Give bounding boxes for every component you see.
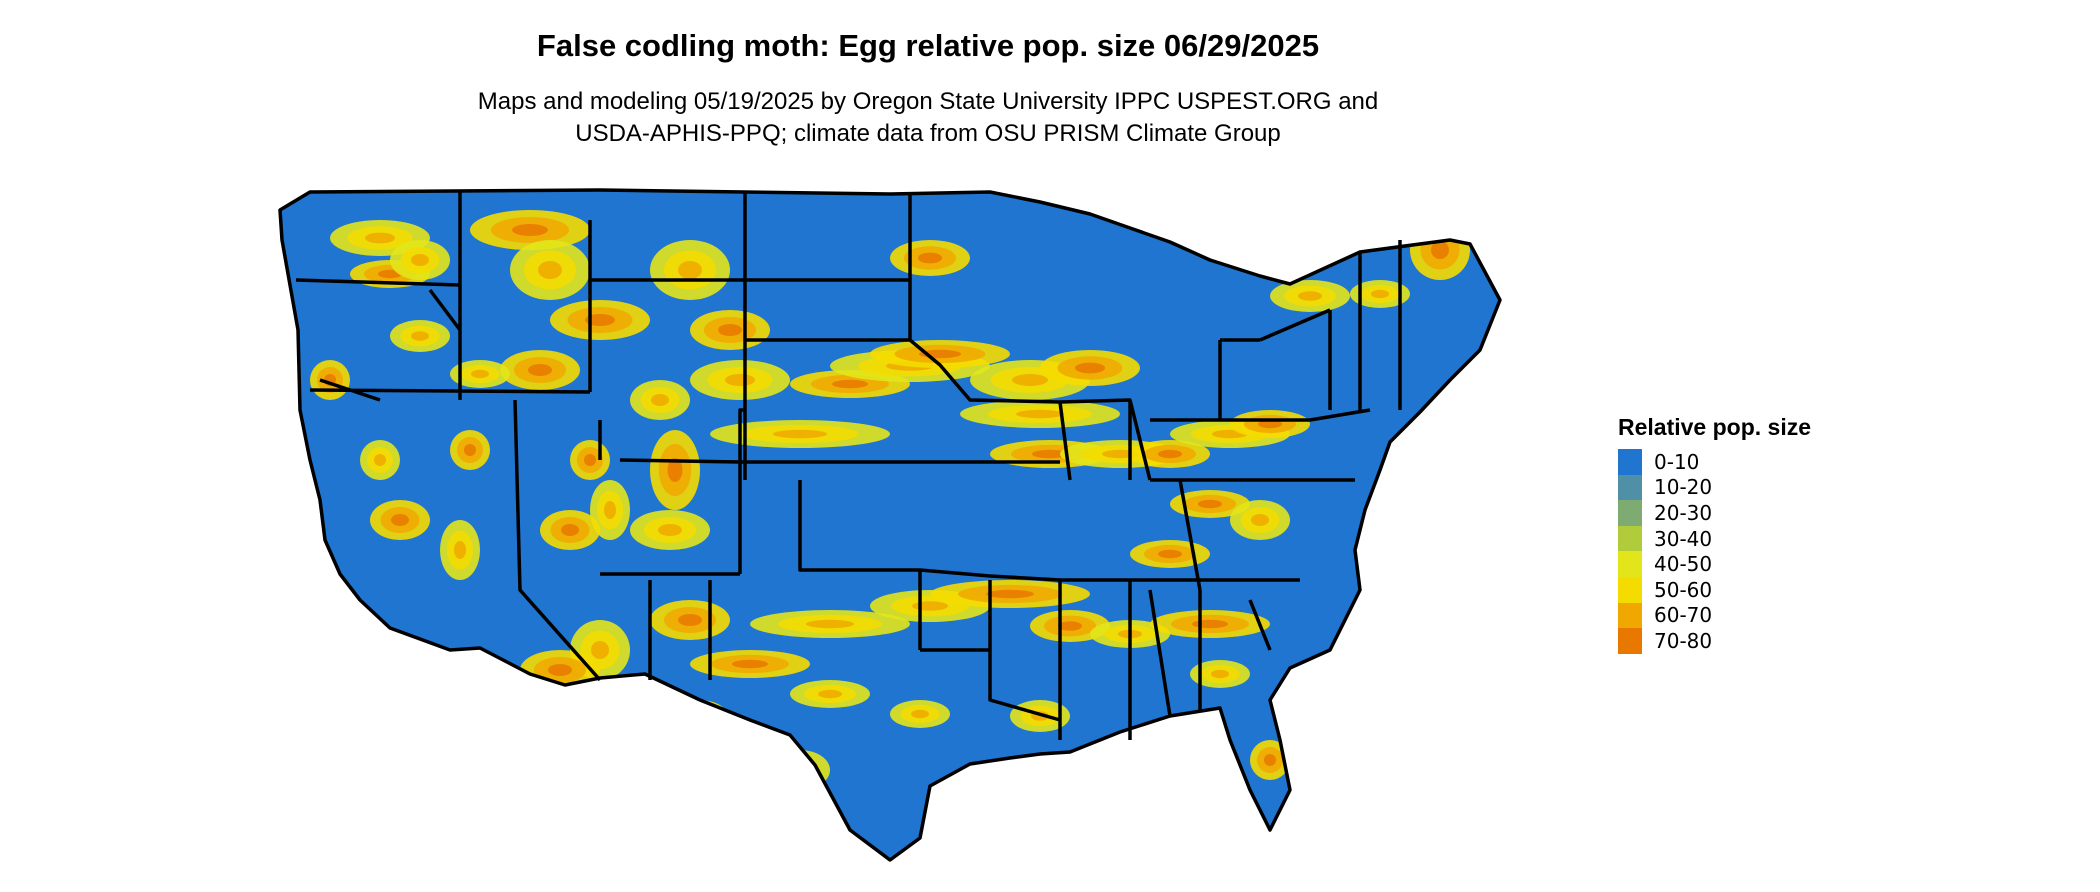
hotspot — [584, 454, 596, 466]
hotspot — [1016, 409, 1064, 419]
hotspot — [678, 261, 702, 279]
legend-label: 30-40 — [1654, 526, 1713, 551]
hotspot — [411, 254, 429, 266]
hotspot — [1012, 374, 1048, 386]
hotspot — [1198, 499, 1222, 509]
hotspot — [591, 641, 609, 659]
central-lines — [738, 192, 1072, 740]
state-borders — [278, 188, 1502, 862]
subtitle-line-2: USDA-APHIS-PPQ; climate data from OSU PR… — [575, 120, 1281, 147]
hotspot — [1371, 289, 1389, 299]
legend-item: 30-40 — [1618, 525, 1811, 552]
legend-swatch — [1618, 500, 1642, 526]
hotspot — [670, 700, 730, 740]
legend-swatch — [1618, 628, 1642, 654]
hotspot — [528, 364, 552, 376]
legend-item: 0-10 — [1618, 449, 1811, 475]
hotspot — [1158, 449, 1182, 459]
hotspot — [791, 764, 809, 776]
hotspot — [1264, 754, 1276, 766]
legend-swatch — [1618, 449, 1642, 475]
legend-label: 70-80 — [1654, 628, 1713, 653]
hotspot — [658, 524, 682, 536]
hotspot — [538, 261, 562, 279]
map-title: False codling moth: Egg relative pop. si… — [536, 28, 1320, 63]
hotspot — [585, 314, 615, 326]
hotspot — [1251, 514, 1269, 526]
hotspot — [680, 707, 720, 733]
hotspot — [512, 224, 548, 236]
hotspot — [804, 814, 816, 826]
legend-item: 40-50 — [1618, 551, 1811, 577]
hotspot — [678, 614, 702, 626]
hotspot — [1298, 291, 1322, 301]
legend-label: 0-10 — [1654, 449, 1700, 474]
legend-swatch — [1618, 602, 1642, 629]
hotspot — [464, 444, 476, 456]
legend-item: 10-20 — [1618, 474, 1811, 501]
hotspot — [725, 374, 755, 386]
hotspot — [651, 394, 669, 406]
hotspot — [773, 429, 827, 439]
hotspot — [561, 524, 579, 536]
hotspot — [1211, 669, 1229, 679]
hotspot — [986, 589, 1034, 599]
midwest-east-lines — [1059, 240, 1402, 740]
hotspot — [548, 664, 572, 676]
hotspot — [1431, 241, 1449, 259]
hotspot — [912, 601, 948, 611]
hotspot — [832, 379, 868, 389]
legend-title: Relative pop. size — [1618, 414, 1812, 440]
legend-items: 0-10 10-20 20-30 30-40 40-50 50-60 60-70… — [1618, 449, 1811, 654]
hotspot — [732, 659, 768, 669]
map-fill — [280, 190, 1500, 860]
map-subtitle: Maps and modeling 05/19/2025 by Oregon S… — [300, 86, 1556, 150]
legend-swatch — [1618, 576, 1642, 603]
legend-swatch — [1618, 551, 1642, 577]
hotspot — [790, 800, 830, 840]
legend-item: 70-80 — [1618, 628, 1811, 654]
us-map — [278, 188, 1502, 862]
hotspot — [691, 714, 709, 726]
legend-label: 60-70 — [1654, 603, 1713, 628]
hotspot — [918, 252, 942, 264]
hotspot — [818, 689, 842, 699]
hotspot — [797, 807, 823, 833]
hotspot — [1158, 549, 1182, 559]
legend-label: 20-30 — [1654, 500, 1713, 525]
hotspot — [806, 619, 854, 629]
hotspot — [1058, 621, 1082, 631]
legend: Relative pop. size 0-10 10-20 20-30 30-4… — [1618, 414, 1811, 654]
hotspot — [604, 501, 616, 519]
legend-label: 50-60 — [1654, 577, 1713, 602]
hotspot — [454, 541, 466, 559]
legend-label: 40-50 — [1654, 552, 1713, 577]
hotspot — [391, 514, 409, 526]
hotspot — [911, 709, 929, 719]
hotspot — [770, 750, 830, 790]
hotspot — [471, 369, 489, 379]
legend-item: 50-60 — [1618, 576, 1811, 603]
hotspot — [365, 232, 395, 244]
hotspot — [1192, 619, 1228, 629]
subtitle-line-1: Maps and modeling 05/19/2025 by Oregon S… — [477, 88, 1379, 115]
hotspot — [374, 454, 386, 466]
legend-item: 20-30 — [1618, 500, 1811, 526]
hotspot — [1032, 449, 1068, 459]
hotspot — [1258, 419, 1282, 429]
hotspot — [718, 324, 742, 336]
country-outline — [278, 188, 1502, 862]
hotspot — [411, 331, 429, 341]
legend-label: 10-20 — [1654, 475, 1713, 500]
legend-swatch — [1618, 474, 1642, 501]
hotspot — [667, 458, 683, 482]
map-hotspots — [310, 210, 1470, 840]
hotspot — [1075, 362, 1105, 374]
legend-item: 60-70 — [1618, 602, 1811, 629]
legend-swatch — [1618, 525, 1642, 552]
